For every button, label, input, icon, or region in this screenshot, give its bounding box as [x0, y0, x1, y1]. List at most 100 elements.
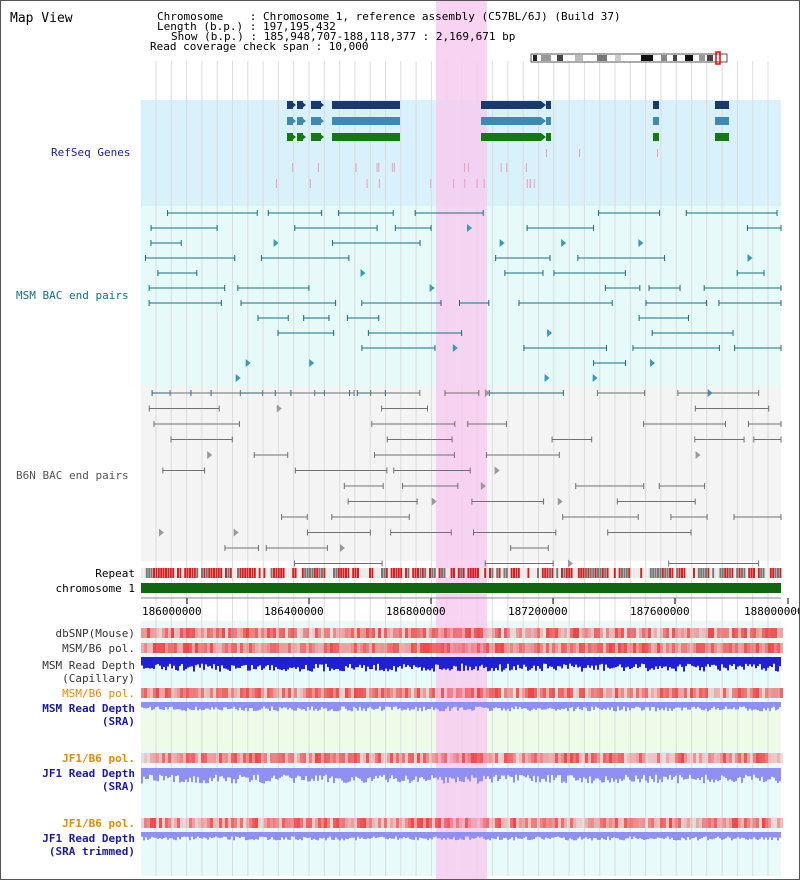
read-depth-bar [571, 702, 573, 708]
gene-feature [297, 101, 303, 109]
track-label-jf1-b6-pol-1[interactable]: JF1/B6 pol. [62, 752, 135, 765]
gene-mark [366, 179, 368, 188]
pol-cell [777, 818, 780, 828]
pol-cell [225, 818, 228, 828]
pol-cell [240, 753, 243, 763]
read-depth-bar [317, 832, 319, 841]
track-label-b6n-bac[interactable]: B6N BAC end pairs [16, 469, 129, 482]
read-depth-bar [171, 768, 173, 775]
read-depth-bar [277, 702, 279, 712]
read-depth-bar [277, 657, 279, 669]
read-depth-bar [243, 768, 245, 777]
read-depth-bar [581, 702, 583, 711]
repeat-element [179, 568, 182, 578]
read-depth-bar [221, 832, 223, 838]
track-label-msm-bac[interactable]: MSM BAC end pairs [16, 289, 129, 302]
read-depth-bar [315, 657, 317, 665]
track-label-jf1-depth-trimmed[interactable]: JF1 Read Depth [42, 832, 135, 845]
read-depth-bar [765, 702, 767, 711]
read-depth-bar [171, 657, 173, 669]
repeat-element [498, 568, 501, 578]
read-depth-bar [487, 832, 489, 840]
read-depth-bar [675, 657, 677, 672]
pol-cell [753, 688, 756, 698]
pol-cell [519, 818, 522, 828]
repeat-element [491, 568, 494, 578]
read-depth-bar [499, 657, 501, 665]
read-depth-bar [371, 702, 373, 709]
pol-cell [312, 753, 315, 763]
pol-cell [279, 628, 282, 638]
pol-cell [198, 753, 201, 763]
read-depth-bar [153, 657, 155, 669]
pol-cell [777, 643, 780, 653]
repeat-element [184, 568, 187, 578]
read-depth-bar [411, 832, 413, 840]
track-label-msm-b6-pol-2[interactable]: MSM/B6 pol. [62, 687, 135, 700]
track-label-dbsnp[interactable]: dbSNP(Mouse) [55, 627, 135, 640]
pol-cell [585, 688, 588, 698]
repeat-element [441, 568, 443, 578]
read-depth-bar [313, 832, 315, 839]
read-depth-bar [167, 657, 169, 667]
read-depth-bar [577, 832, 579, 839]
pol-cell [150, 628, 153, 638]
pol-cell [639, 688, 642, 698]
repeat-element [664, 568, 667, 578]
ideogram-band [575, 55, 583, 61]
pol-cell [192, 688, 195, 698]
repeat-element [229, 568, 232, 578]
gene-mark [464, 179, 466, 188]
track-label-jf1-b6-pol-2[interactable]: JF1/B6 pol. [62, 817, 135, 830]
track-label-refseq[interactable]: RefSeq Genes [51, 146, 131, 159]
repeat-element [150, 568, 153, 578]
read-depth-bar [471, 768, 473, 776]
read-depth-bar [425, 832, 427, 839]
read-depth-bar [291, 832, 293, 837]
read-depth-bar [533, 657, 535, 666]
pol-cell [723, 753, 726, 763]
ruler-tick-label: 186400000 [264, 605, 324, 618]
read-depth-bar [297, 657, 299, 668]
read-depth-bar [415, 702, 417, 707]
track-label-msm-depth-sra[interactable]: MSM Read Depth [42, 702, 135, 715]
read-depth-bar [409, 768, 411, 783]
read-depth-bar [215, 702, 217, 708]
read-depth-bar [773, 768, 775, 778]
pol-cell [249, 818, 252, 828]
pol-cell [309, 688, 312, 698]
pol-cell [180, 818, 183, 828]
track-label-msm-b6-pol-1[interactable]: MSM/B6 pol. [62, 642, 135, 655]
pol-cell [153, 688, 156, 698]
track-label-jf1-depth-sra[interactable]: JF1 Read Depth [42, 767, 135, 780]
read-depth-bar [707, 657, 709, 665]
pol-cell [693, 688, 696, 698]
read-depth-bar [543, 702, 545, 710]
read-depth-bar [195, 702, 197, 707]
pol-cell [249, 688, 252, 698]
read-depth-bar [251, 768, 253, 781]
pol-cell [543, 643, 546, 653]
read-depth-bar [573, 832, 575, 841]
pol-cell [405, 643, 408, 653]
read-depth-bar [209, 657, 211, 666]
track-label-msm-depth-capillary[interactable]: MSM Read Depth [42, 659, 135, 672]
pol-cell [609, 628, 612, 638]
pol-cell [768, 643, 771, 653]
pol-cell [699, 643, 702, 653]
read-depth-bar [763, 832, 765, 840]
pol-cell [735, 643, 738, 653]
read-depth-bar [263, 657, 265, 669]
read-depth-bar [217, 702, 219, 710]
read-depth-bar [243, 702, 245, 711]
pol-cell [729, 688, 732, 698]
read-depth-bar [201, 768, 203, 784]
repeat-element [481, 568, 484, 578]
pol-cell [483, 643, 486, 653]
pol-cell [585, 643, 588, 653]
read-depth-bar [689, 657, 691, 665]
pol-cell [258, 643, 261, 653]
pol-cell [174, 753, 177, 763]
pol-cell [375, 818, 378, 828]
